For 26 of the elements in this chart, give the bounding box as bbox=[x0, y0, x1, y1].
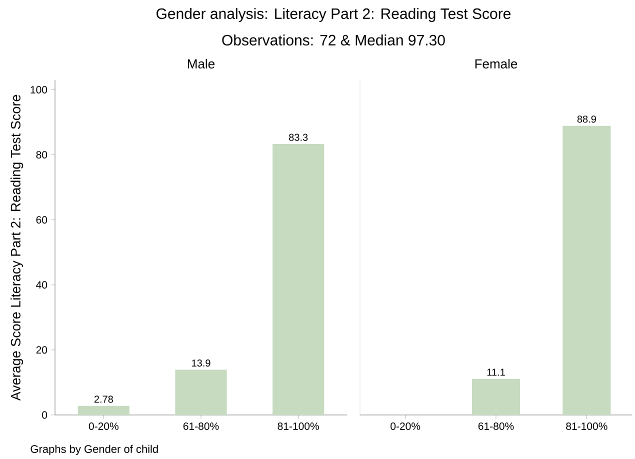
bar bbox=[78, 406, 130, 415]
y-tick-label: 20 bbox=[36, 346, 48, 354]
y-tick-label: 40 bbox=[36, 281, 48, 289]
data-label: 2.78 bbox=[94, 396, 113, 403]
data-label: 88.9 bbox=[577, 116, 596, 123]
y-tick-label: 0 bbox=[42, 411, 48, 419]
bar bbox=[272, 144, 324, 415]
data-label: 13.9 bbox=[192, 359, 210, 367]
text: Gender analysis: Literacy Part 2: Reading Test Score bbox=[156, 8, 511, 22]
y-axis-title: Average Score Literacy Part 2: Reading Test Score bbox=[10, 94, 24, 401]
x-tick-label: 0-20% bbox=[88, 422, 118, 430]
y-tick-label: 80 bbox=[36, 151, 48, 159]
data-label: 11.1 bbox=[487, 368, 505, 376]
x-tick-label: 61-80% bbox=[183, 422, 219, 430]
x-tick-label: 81-100% bbox=[278, 422, 319, 430]
x-tick-label: 81-100% bbox=[566, 422, 608, 430]
bar bbox=[175, 370, 227, 415]
chart-title: Female bbox=[475, 58, 518, 68]
x-tick-label: 0-20% bbox=[390, 422, 420, 430]
text: Graphs by Gender of child bbox=[30, 444, 158, 456]
y-tick-label: 60 bbox=[36, 216, 48, 224]
chart-title: Male bbox=[188, 58, 215, 68]
x-tick-label: 61-80% bbox=[478, 422, 514, 430]
text: Observations: 72 & Median 97.30 bbox=[222, 34, 445, 46]
data-label: 83.3 bbox=[289, 134, 308, 141]
y-tick-label: 100 bbox=[30, 86, 48, 94]
